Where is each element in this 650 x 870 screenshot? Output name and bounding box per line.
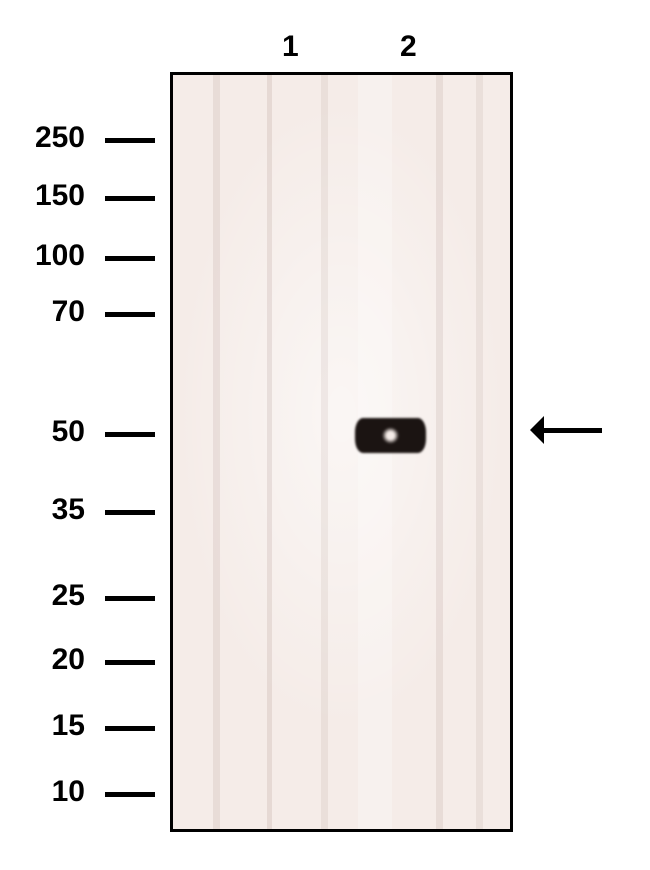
arrow-head-icon bbox=[530, 416, 544, 444]
lane-label-1: 1 bbox=[282, 30, 299, 64]
mw-label: 20 bbox=[52, 643, 85, 677]
mw-label: 250 bbox=[35, 121, 85, 155]
mw-label: 70 bbox=[52, 295, 85, 329]
blot-membrane bbox=[170, 72, 513, 832]
mw-tick bbox=[105, 596, 155, 601]
lane-label-2: 2 bbox=[400, 30, 417, 64]
mw-tick bbox=[105, 256, 155, 261]
mw-label: 25 bbox=[52, 579, 85, 613]
mw-tick bbox=[105, 138, 155, 143]
mw-tick bbox=[105, 726, 155, 731]
mw-label: 35 bbox=[52, 493, 85, 527]
arrow-shaft bbox=[544, 428, 602, 433]
band-arrow bbox=[530, 416, 602, 444]
mw-label: 10 bbox=[52, 775, 85, 809]
mw-label: 50 bbox=[52, 415, 85, 449]
mw-tick bbox=[105, 432, 155, 437]
mw-tick bbox=[105, 660, 155, 665]
lane-streak bbox=[213, 75, 220, 829]
mw-tick bbox=[105, 792, 155, 797]
mw-tick bbox=[105, 196, 155, 201]
mw-label: 150 bbox=[35, 179, 85, 213]
lane-streak bbox=[476, 75, 483, 829]
lane-streak bbox=[321, 75, 328, 829]
mw-label: 100 bbox=[35, 239, 85, 273]
protein-band bbox=[355, 418, 426, 453]
blot-tint bbox=[173, 75, 510, 829]
lane-streak bbox=[267, 75, 272, 829]
mw-tick bbox=[105, 312, 155, 317]
mw-label: 15 bbox=[52, 709, 85, 743]
blot-content bbox=[173, 75, 510, 829]
figure-stage: 1 2 250 150 100 70 50 35 25 20 15 10 bbox=[0, 0, 650, 870]
lane-streak bbox=[436, 75, 443, 829]
mw-tick bbox=[105, 510, 155, 515]
